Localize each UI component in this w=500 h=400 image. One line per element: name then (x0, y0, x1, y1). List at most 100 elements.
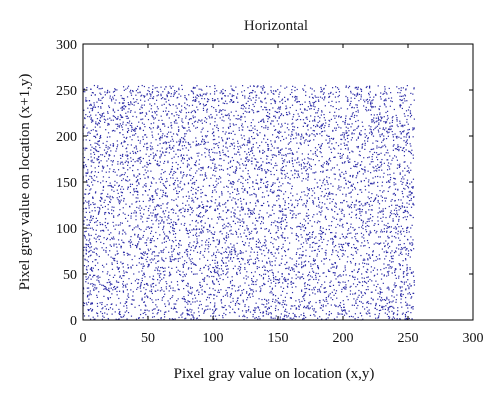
data-point (151, 91, 154, 93)
data-point (225, 240, 227, 242)
data-point (350, 285, 352, 287)
data-point (140, 290, 142, 292)
data-point (207, 98, 209, 100)
data-point (107, 271, 109, 273)
data-point (268, 216, 270, 218)
data-point (391, 305, 393, 308)
data-point (199, 252, 201, 254)
data-point (175, 153, 177, 155)
data-point (162, 203, 164, 205)
data-point (370, 105, 372, 107)
data-point (413, 204, 415, 206)
data-point (398, 146, 400, 148)
data-point (221, 247, 223, 249)
data-point (377, 175, 379, 178)
data-point (281, 123, 283, 125)
data-point (84, 258, 86, 260)
data-point (93, 84, 96, 87)
data-point (127, 164, 129, 166)
data-point (319, 229, 321, 232)
data-point (277, 131, 279, 133)
data-point (226, 147, 228, 149)
data-point (404, 124, 406, 126)
data-point (190, 111, 192, 114)
data-point (168, 141, 170, 144)
data-point (345, 288, 347, 290)
data-point (162, 151, 164, 153)
data-point (268, 204, 270, 206)
data-point (236, 273, 238, 276)
data-point (193, 164, 196, 166)
data-point (200, 196, 202, 198)
data-point (274, 301, 276, 303)
data-point (341, 255, 343, 257)
data-point (261, 245, 263, 248)
data-point (384, 90, 386, 92)
data-point (377, 199, 379, 202)
data-point (363, 277, 365, 279)
data-point (312, 270, 314, 272)
data-point (195, 188, 197, 190)
data-point (270, 123, 272, 125)
data-point (85, 172, 87, 175)
data-point (321, 233, 323, 235)
data-point (342, 249, 344, 251)
data-point (116, 118, 118, 120)
data-point (303, 203, 305, 205)
data-point (336, 254, 339, 256)
data-point (351, 123, 353, 125)
data-point (375, 259, 377, 262)
data-point (228, 222, 230, 224)
data-point (136, 206, 138, 209)
data-point (227, 256, 229, 258)
data-point (319, 221, 321, 223)
data-point (370, 197, 372, 199)
data-point (376, 167, 378, 170)
data-point (119, 209, 121, 211)
data-point (221, 253, 223, 255)
data-point (249, 140, 251, 142)
data-point (372, 215, 374, 218)
data-point (130, 94, 133, 96)
data-point (182, 312, 184, 314)
data-point (233, 145, 236, 147)
data-point (176, 141, 178, 143)
data-point (142, 257, 144, 259)
data-point (150, 181, 152, 183)
data-point (222, 306, 224, 309)
data-point (320, 195, 322, 197)
data-point (406, 142, 408, 144)
data-point (206, 148, 208, 150)
data-point (220, 298, 222, 301)
data-point (256, 174, 259, 176)
data-point (406, 264, 408, 266)
data-point (378, 108, 380, 111)
data-point (84, 117, 86, 119)
data-point (213, 283, 216, 285)
data-point (160, 317, 162, 320)
data-point (365, 108, 367, 111)
data-point (247, 259, 249, 261)
data-point (175, 245, 177, 247)
data-point (218, 275, 220, 277)
data-point (275, 90, 277, 93)
data-point (368, 179, 370, 181)
data-point (235, 250, 237, 253)
data-point (222, 102, 224, 104)
data-point (123, 97, 125, 100)
data-point (164, 125, 166, 127)
data-point (258, 187, 260, 189)
data-point (328, 135, 330, 137)
data-point (266, 158, 268, 160)
data-point (347, 149, 349, 151)
data-point (245, 157, 247, 159)
data-point (352, 183, 354, 185)
data-point (381, 231, 384, 233)
data-point (126, 122, 129, 124)
data-point (210, 205, 212, 207)
data-point (292, 138, 295, 140)
data-point (224, 227, 226, 229)
data-point (265, 228, 268, 230)
data-point (220, 230, 222, 232)
data-point (330, 183, 332, 185)
